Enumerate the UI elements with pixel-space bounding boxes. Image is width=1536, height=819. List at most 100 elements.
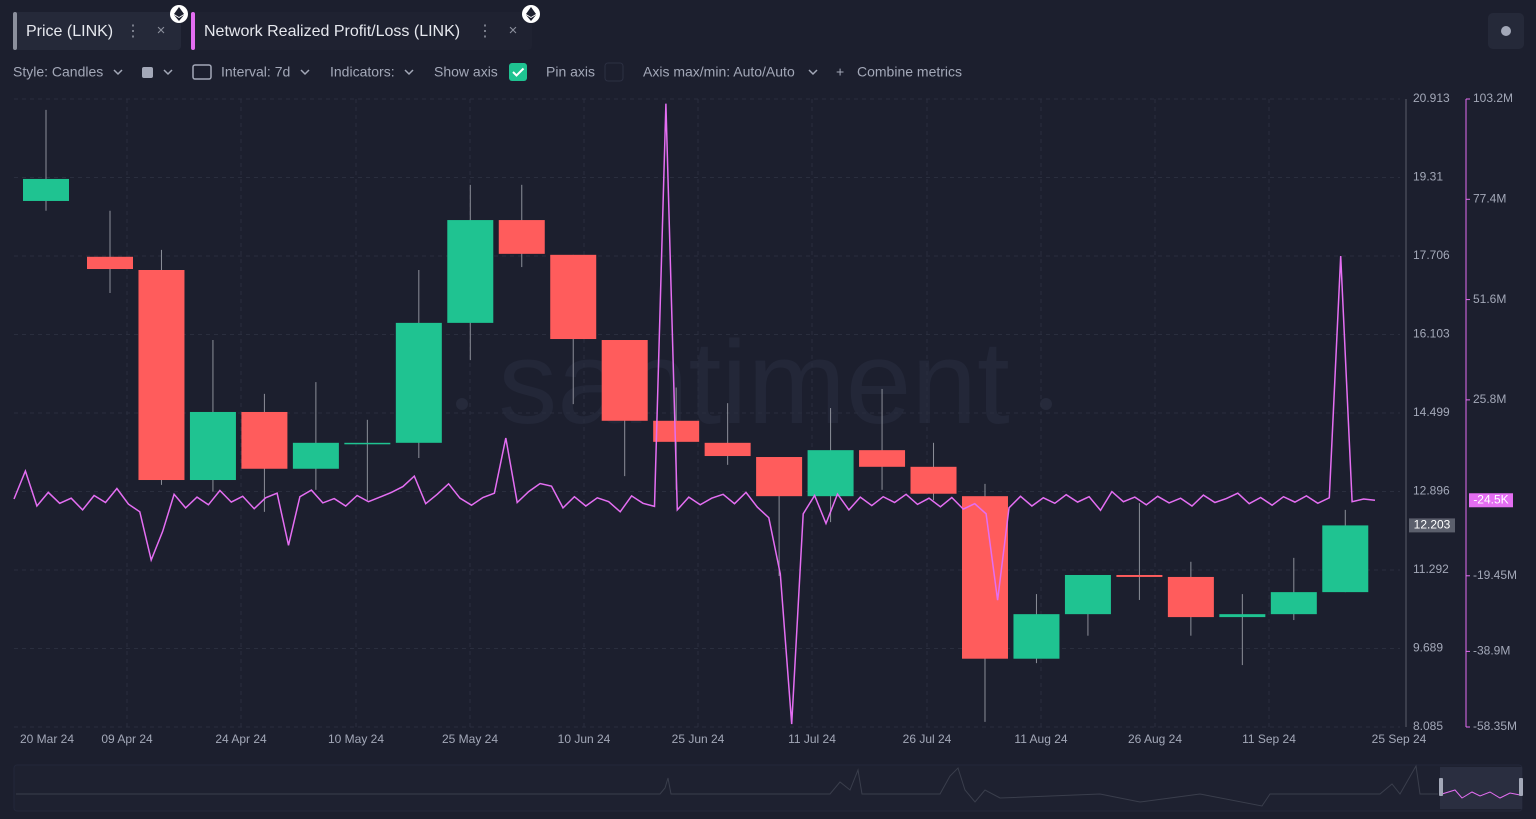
last-value-label: -24.5K [1473, 492, 1508, 506]
y-tick-label: 12.896 [1413, 484, 1450, 498]
y-tick-label: 14.499 [1413, 405, 1450, 419]
x-tick-label: 26 Jul 24 [903, 732, 952, 746]
y-tick-label: 9.689 [1413, 641, 1443, 655]
x-tick-label: 25 May 24 [442, 732, 498, 746]
chevron [404, 69, 414, 76]
tab-accent [13, 12, 17, 50]
candle-body [704, 442, 751, 457]
indicators-select[interactable]: Indicators: [330, 64, 395, 80]
candle-body [344, 442, 391, 445]
tab[interactable]: Network Realized Profit/Loss (LINK) ⋮ × [191, 12, 532, 50]
tab-label: Network Realized Profit/Loss (LINK) [204, 23, 460, 40]
candle-body [1064, 574, 1111, 615]
x-tick-label: 11 Aug 24 [1014, 732, 1067, 746]
sun-icon [1501, 26, 1511, 36]
candle-body [23, 178, 69, 201]
check-mark [512, 67, 525, 77]
candle-body [447, 220, 494, 323]
color-select[interactable] [142, 67, 153, 78]
candle-body [1219, 614, 1266, 618]
y-tick-label: 11.292 [1413, 562, 1449, 576]
x-tick-label: 20 Mar 24 [20, 732, 74, 746]
show-axis-label[interactable]: Show axis [434, 64, 498, 80]
candle-body [292, 442, 339, 469]
tab-label: Price (LINK) [26, 23, 113, 40]
candle-body [653, 420, 700, 442]
tab-accent [191, 12, 195, 50]
y-tick-label: 17.706 [1413, 248, 1450, 262]
menu-icon[interactable]: ⋮ [477, 23, 493, 40]
y2-tick-label: 25.8M [1473, 392, 1506, 406]
candle-body [601, 340, 648, 421]
eth-glyph [174, 7, 184, 21]
pin-axis-checkbox[interactable] [604, 62, 624, 82]
watermark-dot [456, 398, 468, 410]
line-series [13, 103, 1376, 725]
candle-body [1322, 525, 1369, 593]
interval-icon [192, 64, 212, 80]
tab[interactable]: Price (LINK) ⋮ × [13, 12, 181, 50]
candle-body [241, 411, 288, 469]
y-tick-label: 16.103 [1413, 327, 1450, 341]
x-tick-label: 11 Sep 24 [1242, 732, 1296, 746]
candle-body [1270, 592, 1317, 615]
interval-select[interactable]: Interval: 7d [221, 64, 290, 80]
y-tick-label: 19.31 [1413, 170, 1443, 184]
close-icon[interactable]: × [157, 22, 166, 39]
navigator-line [16, 764, 1438, 807]
candle-body [756, 457, 803, 497]
y2-tick-label: 51.6M [1473, 292, 1506, 306]
navigator-handle[interactable] [1439, 778, 1443, 796]
x-tick-label: 11 Jul 24 [788, 732, 836, 746]
tab-bg [191, 12, 532, 50]
last-price-label: 12.203 [1414, 518, 1451, 532]
navigator[interactable] [13, 764, 1523, 812]
last-price-tag [1409, 518, 1455, 533]
x-tick-label: 09 Apr 24 [101, 732, 153, 746]
watermark: santiment [456, 317, 1052, 449]
candle-body [395, 322, 442, 443]
navigator-window [1440, 767, 1522, 809]
plus-icon: + [836, 64, 844, 80]
navigator-window-line [1441, 789, 1521, 799]
y2-tick-label: -38.9M [1473, 644, 1510, 658]
candle-body [87, 256, 133, 270]
chevron [300, 69, 310, 76]
candle-body [859, 450, 906, 467]
x-tick-label: 25 Jun 24 [672, 732, 725, 746]
axis-range-select[interactable]: Axis max/min: Auto/Auto [643, 64, 795, 80]
style-select[interactable]: Style: Candles [13, 64, 103, 80]
candle-body [807, 450, 854, 497]
y2-tick-label: -19.45M [1473, 568, 1517, 582]
eth-glyph [526, 7, 536, 21]
candle-body [189, 411, 236, 481]
navigator-bg [13, 764, 1523, 812]
x-tick-label: 26 Aug 24 [1128, 732, 1182, 746]
watermark-dot [1040, 398, 1052, 410]
y-tick-label: 20.913 [1413, 91, 1450, 105]
navigator-handle[interactable] [1519, 778, 1523, 796]
last-value-tag [1469, 493, 1513, 508]
candle-body [1116, 574, 1163, 577]
close-icon[interactable]: × [509, 22, 518, 39]
candle-body [138, 270, 185, 481]
candle-body [1013, 614, 1060, 659]
pin-axis-label[interactable]: Pin axis [546, 64, 595, 80]
show-axis-checkbox[interactable] [509, 63, 527, 81]
chevron [113, 69, 123, 76]
x-tick-label: 25 Sep 24 [1372, 732, 1427, 746]
menu-icon[interactable]: ⋮ [125, 23, 141, 40]
combine-metrics[interactable]: Combine metrics [857, 64, 962, 80]
x-tick-label: 24 Apr 24 [215, 732, 267, 746]
x-tick-label: 10 May 24 [328, 732, 384, 746]
candle-body [1167, 576, 1214, 618]
chevron [163, 69, 173, 76]
candle-body [498, 220, 545, 254]
candle-body [910, 466, 957, 494]
y2-tick-label: -58.35M [1473, 719, 1517, 733]
candle-body [550, 254, 597, 340]
x-tick-label: 10 Jun 24 [558, 732, 611, 746]
y-tick-label: 8.085 [1413, 719, 1443, 733]
